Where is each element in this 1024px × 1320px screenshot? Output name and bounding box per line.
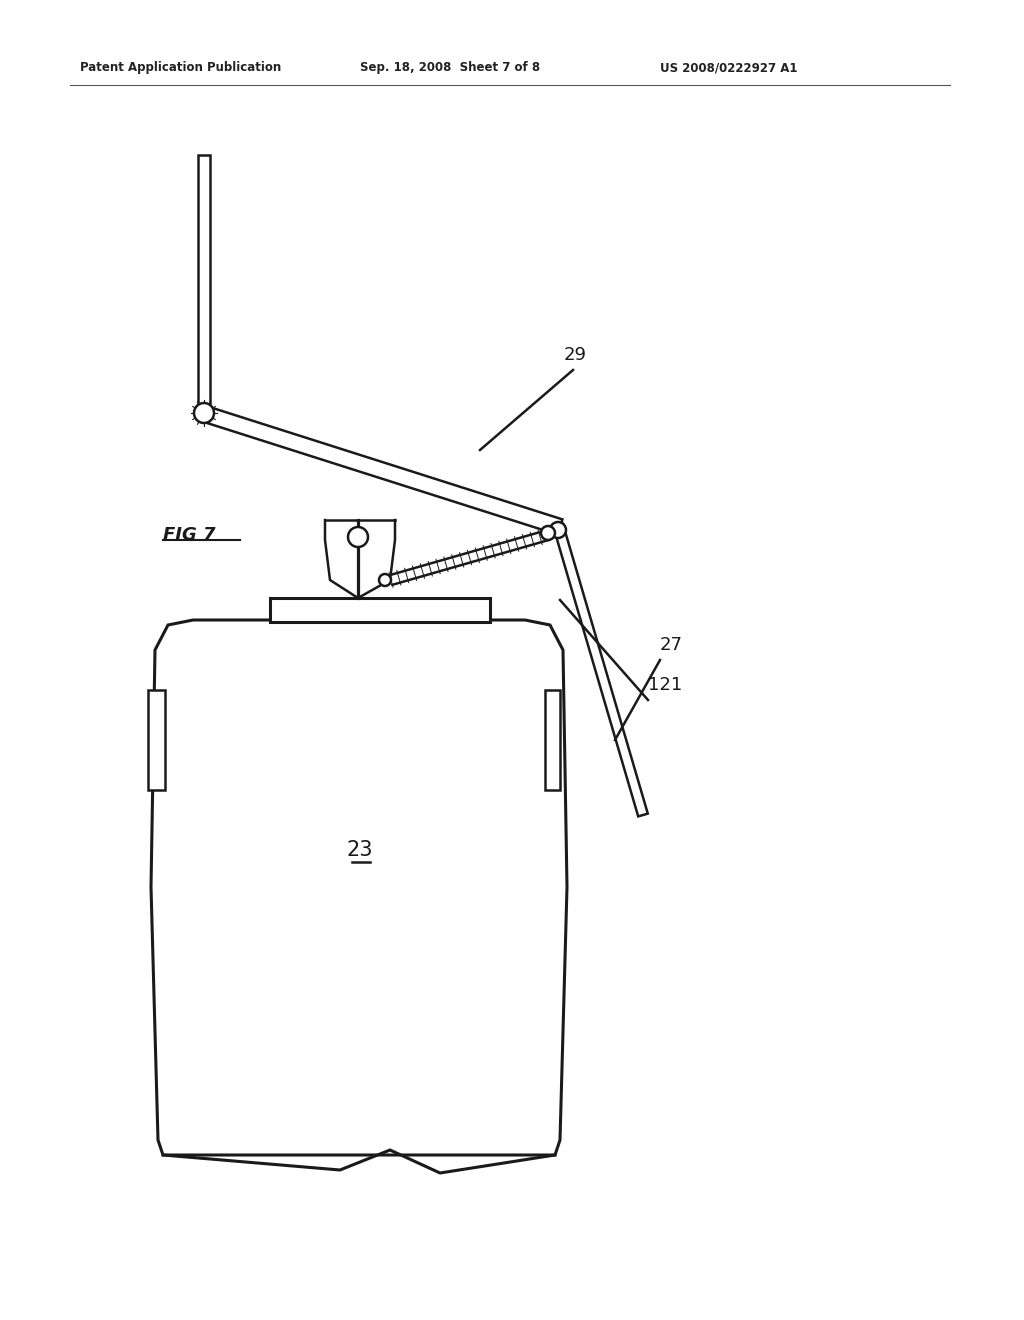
Circle shape: [348, 527, 368, 546]
Bar: [270, 598, 490, 622]
Text: 29: 29: [564, 346, 587, 364]
Text: US 2008/0222927 A1: US 2008/0222927 A1: [660, 62, 798, 74]
Text: 23: 23: [347, 840, 374, 861]
Circle shape: [194, 403, 214, 422]
Text: 121: 121: [648, 676, 682, 694]
Polygon shape: [198, 154, 210, 414]
Circle shape: [550, 521, 566, 539]
Text: Patent Application Publication: Patent Application Publication: [80, 62, 282, 74]
Polygon shape: [200, 405, 562, 535]
Text: FIG 7: FIG 7: [163, 525, 215, 544]
Polygon shape: [553, 524, 648, 816]
Polygon shape: [151, 620, 567, 1155]
Text: Sep. 18, 2008  Sheet 7 of 8: Sep. 18, 2008 Sheet 7 of 8: [360, 62, 540, 74]
Circle shape: [379, 574, 391, 586]
Polygon shape: [545, 690, 560, 789]
Text: 27: 27: [660, 636, 683, 653]
Circle shape: [541, 525, 555, 540]
Polygon shape: [148, 690, 165, 789]
